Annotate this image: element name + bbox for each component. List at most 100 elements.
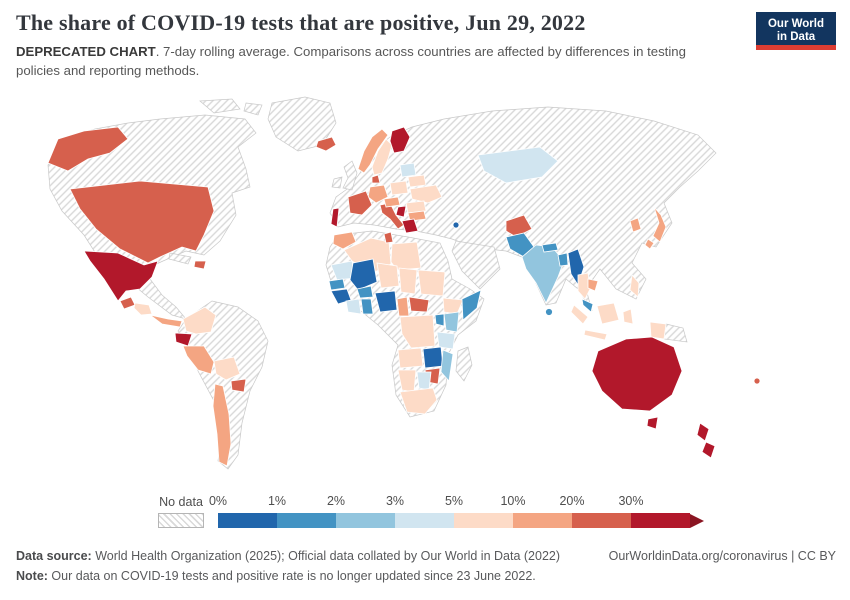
country-bangladesh[interactable] <box>557 252 569 267</box>
country-indonesia-sumatra[interactable] <box>570 304 589 325</box>
country-fiji[interactable] <box>753 377 761 385</box>
country-thailand[interactable] <box>577 272 591 300</box>
country-ghana[interactable] <box>360 298 374 315</box>
legend-bin-5-10%[interactable] <box>454 513 513 528</box>
country-united-states[interactable] <box>69 180 215 264</box>
country-portugal[interactable] <box>330 207 340 228</box>
country-zambia[interactable] <box>422 346 444 369</box>
country-france[interactable] <box>347 190 373 216</box>
country-indonesia-sulawesi[interactable] <box>622 308 634 325</box>
legend-tick-2%: 2% <box>326 494 346 508</box>
country-nigeria[interactable] <box>374 290 398 313</box>
country-baltic-states[interactable] <box>399 162 417 178</box>
country-iceland[interactable] <box>315 136 337 152</box>
country-cambodia[interactable] <box>587 278 599 292</box>
country-denmark[interactable] <box>371 174 381 184</box>
country-uganda[interactable] <box>434 313 445 327</box>
country-philippines[interactable] <box>629 274 640 298</box>
country-panama[interactable] <box>149 314 183 328</box>
legend-bin-30%+[interactable] <box>631 513 690 528</box>
legend-bin-20-30%[interactable] <box>572 513 631 528</box>
country-australia[interactable] <box>591 336 683 412</box>
country-belarus[interactable] <box>407 174 427 188</box>
country-guatemala[interactable] <box>119 296 136 310</box>
note-text: Our data on COVID-19 tests and positive … <box>47 569 536 583</box>
country-central-african-republic[interactable] <box>408 296 430 313</box>
country-greece[interactable] <box>401 218 419 234</box>
country-poland[interactable] <box>389 180 409 196</box>
legend-bin-1-2%[interactable] <box>277 513 336 528</box>
country-kenya[interactable] <box>443 311 460 333</box>
country-nepal[interactable] <box>541 242 559 253</box>
world-map <box>47 96 761 470</box>
legend-bin-0-1%[interactable] <box>218 513 277 528</box>
country-bulgaria[interactable] <box>407 210 427 222</box>
country-somalia[interactable] <box>461 289 482 321</box>
country-mali[interactable] <box>349 258 378 291</box>
country-honduras[interactable] <box>133 302 153 316</box>
data-source-label: Data source: <box>16 549 92 563</box>
legend-tick-1%: 1% <box>267 494 287 508</box>
country-paraguay[interactable] <box>230 378 247 393</box>
country-niger[interactable] <box>376 262 400 289</box>
country-malaysia[interactable] <box>581 298 594 313</box>
country-sweden[interactable] <box>371 138 393 176</box>
country-morocco[interactable] <box>332 231 357 250</box>
country-sudan[interactable] <box>417 269 446 297</box>
owid-logo-line2: in Data <box>776 31 816 43</box>
country-cote-divoire[interactable] <box>345 298 362 315</box>
legend-bin-2-3%[interactable] <box>336 513 395 528</box>
country-chile[interactable] <box>212 383 232 467</box>
country-chad[interactable] <box>398 267 418 295</box>
country-serbia[interactable] <box>395 205 407 218</box>
country-south-africa[interactable] <box>399 387 438 415</box>
country-angola[interactable] <box>397 347 424 369</box>
legend-bin-3-5%[interactable] <box>395 513 454 528</box>
country-indonesia-papua[interactable] <box>649 321 667 340</box>
country-japan[interactable] <box>652 206 667 243</box>
country-finland[interactable] <box>389 126 411 154</box>
note-label: Note: <box>16 569 48 583</box>
country-japan-south[interactable] <box>644 238 655 250</box>
country-dominican-republic[interactable] <box>193 260 207 270</box>
country-democratic-republic-of-congo[interactable] <box>399 314 436 349</box>
owid-logo-line1: Our World <box>767 18 824 30</box>
country-kazakhstan[interactable] <box>477 146 559 184</box>
country-norway[interactable] <box>357 128 389 174</box>
country-australia-tasmania[interactable] <box>646 416 659 430</box>
credit-link[interactable]: OurWorldinData.org/coronavirus | CC BY <box>608 549 836 563</box>
country-tunisia[interactable] <box>383 231 394 244</box>
country-united-states-alaska[interactable] <box>47 126 129 172</box>
country-israel[interactable] <box>452 221 460 229</box>
country-bolivia[interactable] <box>213 356 241 381</box>
subtitle-text: . 7-day rolling average. Comparisons acr… <box>16 44 686 78</box>
country-romania[interactable] <box>405 200 427 214</box>
country-india[interactable] <box>521 244 565 304</box>
country-botswana[interactable] <box>416 371 432 391</box>
country-burkina-faso[interactable] <box>356 285 374 299</box>
legend-bin-10-20%[interactable] <box>513 513 572 528</box>
country-sri-lanka[interactable] <box>545 308 553 316</box>
country-indonesia-borneo[interactable] <box>596 302 620 325</box>
country-new-zealand-south[interactable] <box>701 441 716 459</box>
country-tanzania[interactable] <box>436 331 456 350</box>
country-ukraine[interactable] <box>409 184 443 204</box>
owid-logo[interactable]: Our World in Data <box>756 12 836 50</box>
country-senegal[interactable] <box>328 278 346 291</box>
country-cameroon[interactable] <box>396 296 410 317</box>
legend-tick-5%: 5% <box>444 494 464 508</box>
country-indonesia-java[interactable] <box>583 329 608 341</box>
landmass-papua-new-guinea <box>663 323 688 343</box>
chart-title: The share of COVID-19 tests that are pos… <box>16 10 586 35</box>
no-data-swatch[interactable] <box>158 513 204 528</box>
country-peru[interactable] <box>182 345 215 375</box>
country-colombia[interactable] <box>182 306 217 335</box>
country-mexico[interactable] <box>83 250 159 302</box>
country-south-korea[interactable] <box>629 217 642 233</box>
data-countries <box>47 126 761 467</box>
landmass-arabia <box>451 240 501 290</box>
country-germany[interactable] <box>367 184 389 204</box>
country-austria[interactable] <box>383 196 401 208</box>
country-mozambique[interactable] <box>440 349 454 382</box>
country-new-zealand-north[interactable] <box>696 422 710 442</box>
